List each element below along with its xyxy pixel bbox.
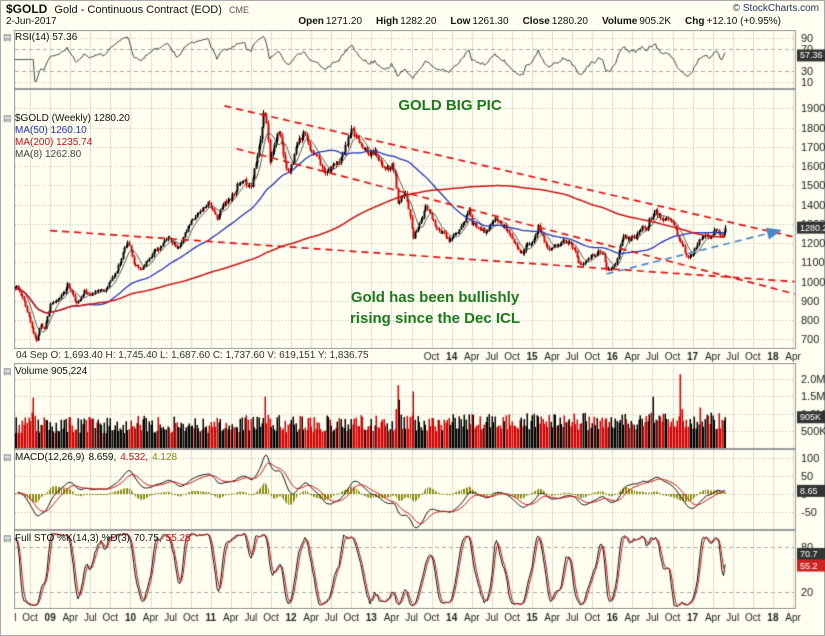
price-legend: $GOLD (Weekly) 1280.20 MA(50) 1260.10 MA(2… xyxy=(15,113,130,161)
list-segment: Full STO %K(14,3) %D(3) xyxy=(15,533,130,544)
stochastics-panel-canvas xyxy=(14,530,825,609)
list-segment: MA(200) 1235.74 xyxy=(15,137,93,148)
annotation-gold-big-pic: GOLD BIG PIC xyxy=(398,97,502,114)
volume-legend: Volume 905,224 xyxy=(15,366,91,377)
list-segment: 4.128 xyxy=(152,452,178,463)
rsi-panel-icon: ▤ xyxy=(3,32,12,42)
list-segment: Close 1280.20 xyxy=(522,16,588,27)
ohlc-info-bar: 04 Sep O: 1,693.40 H: 1,745.40 L: 1,687.… xyxy=(16,350,369,361)
sto-panel-icon: ▤ xyxy=(3,533,12,543)
list-segment: 4.532, xyxy=(120,452,149,463)
bottom-date-axis-canvas xyxy=(14,609,825,625)
price-panel-icon: ▤ xyxy=(3,113,12,123)
list-segment: RSI(14) 57.36 xyxy=(15,32,78,43)
list-segment: $GOLD (Weekly) 1280.20 xyxy=(15,113,130,124)
rsi-panel-canvas xyxy=(14,30,825,89)
list-segment: 70.75, xyxy=(133,533,162,544)
macd-panel-canvas xyxy=(14,449,825,530)
volume-panel-canvas xyxy=(14,363,825,449)
mid-date-axis-canvas xyxy=(14,349,825,363)
chart-date: 2-Jun-2017 xyxy=(6,16,57,27)
annotation-bullish-note: Gold has been bullishly rising since the… xyxy=(293,287,577,329)
list-segment: MA(50) 1260.10 xyxy=(15,125,87,136)
sto-legend: Full STO %K(14,3) %D(3) 70.75, 55.28 xyxy=(15,533,195,544)
list-segment: 55.28 xyxy=(165,533,191,544)
list-segment: Volume 905.2K xyxy=(601,16,672,27)
macd-panel-icon: ▤ xyxy=(3,452,12,462)
rsi-legend: RSI(14) 57.36 xyxy=(15,32,81,43)
chart-header: $GOLD Gold - Continuous Contract (EOD) C… xyxy=(6,2,249,16)
list-segment: 8.659, xyxy=(88,452,117,463)
list-segment: Open 1271.20 xyxy=(298,16,363,27)
list-segment: Low 1261.30 xyxy=(450,16,509,27)
list-segment: Chg +12.10 (+0.95%) xyxy=(685,16,781,27)
exchange-label: CME xyxy=(228,5,249,15)
list-segment: Volume 905,224 xyxy=(15,366,88,377)
annotation-bullish-line2: rising since the Dec ICL xyxy=(349,310,521,327)
list-segment: MACD(12,26,9) xyxy=(15,452,85,463)
symbol: $GOLD xyxy=(6,2,48,16)
list-segment: High 1282.20 xyxy=(376,16,437,27)
list-segment: MA(8) 1262.80 xyxy=(15,149,82,160)
quote-summary-row: Open 1271.20 High 1282.20 Low 1261.30 Close 128… xyxy=(298,16,795,27)
volume-panel-icon: ▤ xyxy=(3,366,12,376)
instrument-name: Gold - Continuous Contract (EOD) xyxy=(54,4,222,16)
price-panel-canvas xyxy=(14,89,825,349)
macd-legend: MACD(12,26,9) 8.659, 4.532, 4.128 xyxy=(15,452,181,463)
stockcharts-copyright: © StockCharts.com xyxy=(732,3,819,14)
annotation-bullish-line1: Gold has been bullishly xyxy=(350,289,520,306)
